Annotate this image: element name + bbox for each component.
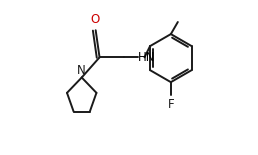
Text: F: F	[167, 98, 174, 111]
Text: N: N	[77, 64, 86, 77]
Text: O: O	[90, 13, 100, 26]
Text: HN: HN	[138, 51, 155, 64]
